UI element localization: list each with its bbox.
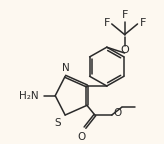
Text: O: O <box>78 131 86 142</box>
Text: S: S <box>55 118 61 128</box>
Text: O: O <box>114 108 122 118</box>
Text: F: F <box>103 18 110 28</box>
Text: O: O <box>120 45 129 55</box>
Text: H₂N: H₂N <box>19 91 38 101</box>
Text: F: F <box>122 10 128 20</box>
Text: F: F <box>140 18 146 28</box>
Text: N: N <box>62 63 70 73</box>
